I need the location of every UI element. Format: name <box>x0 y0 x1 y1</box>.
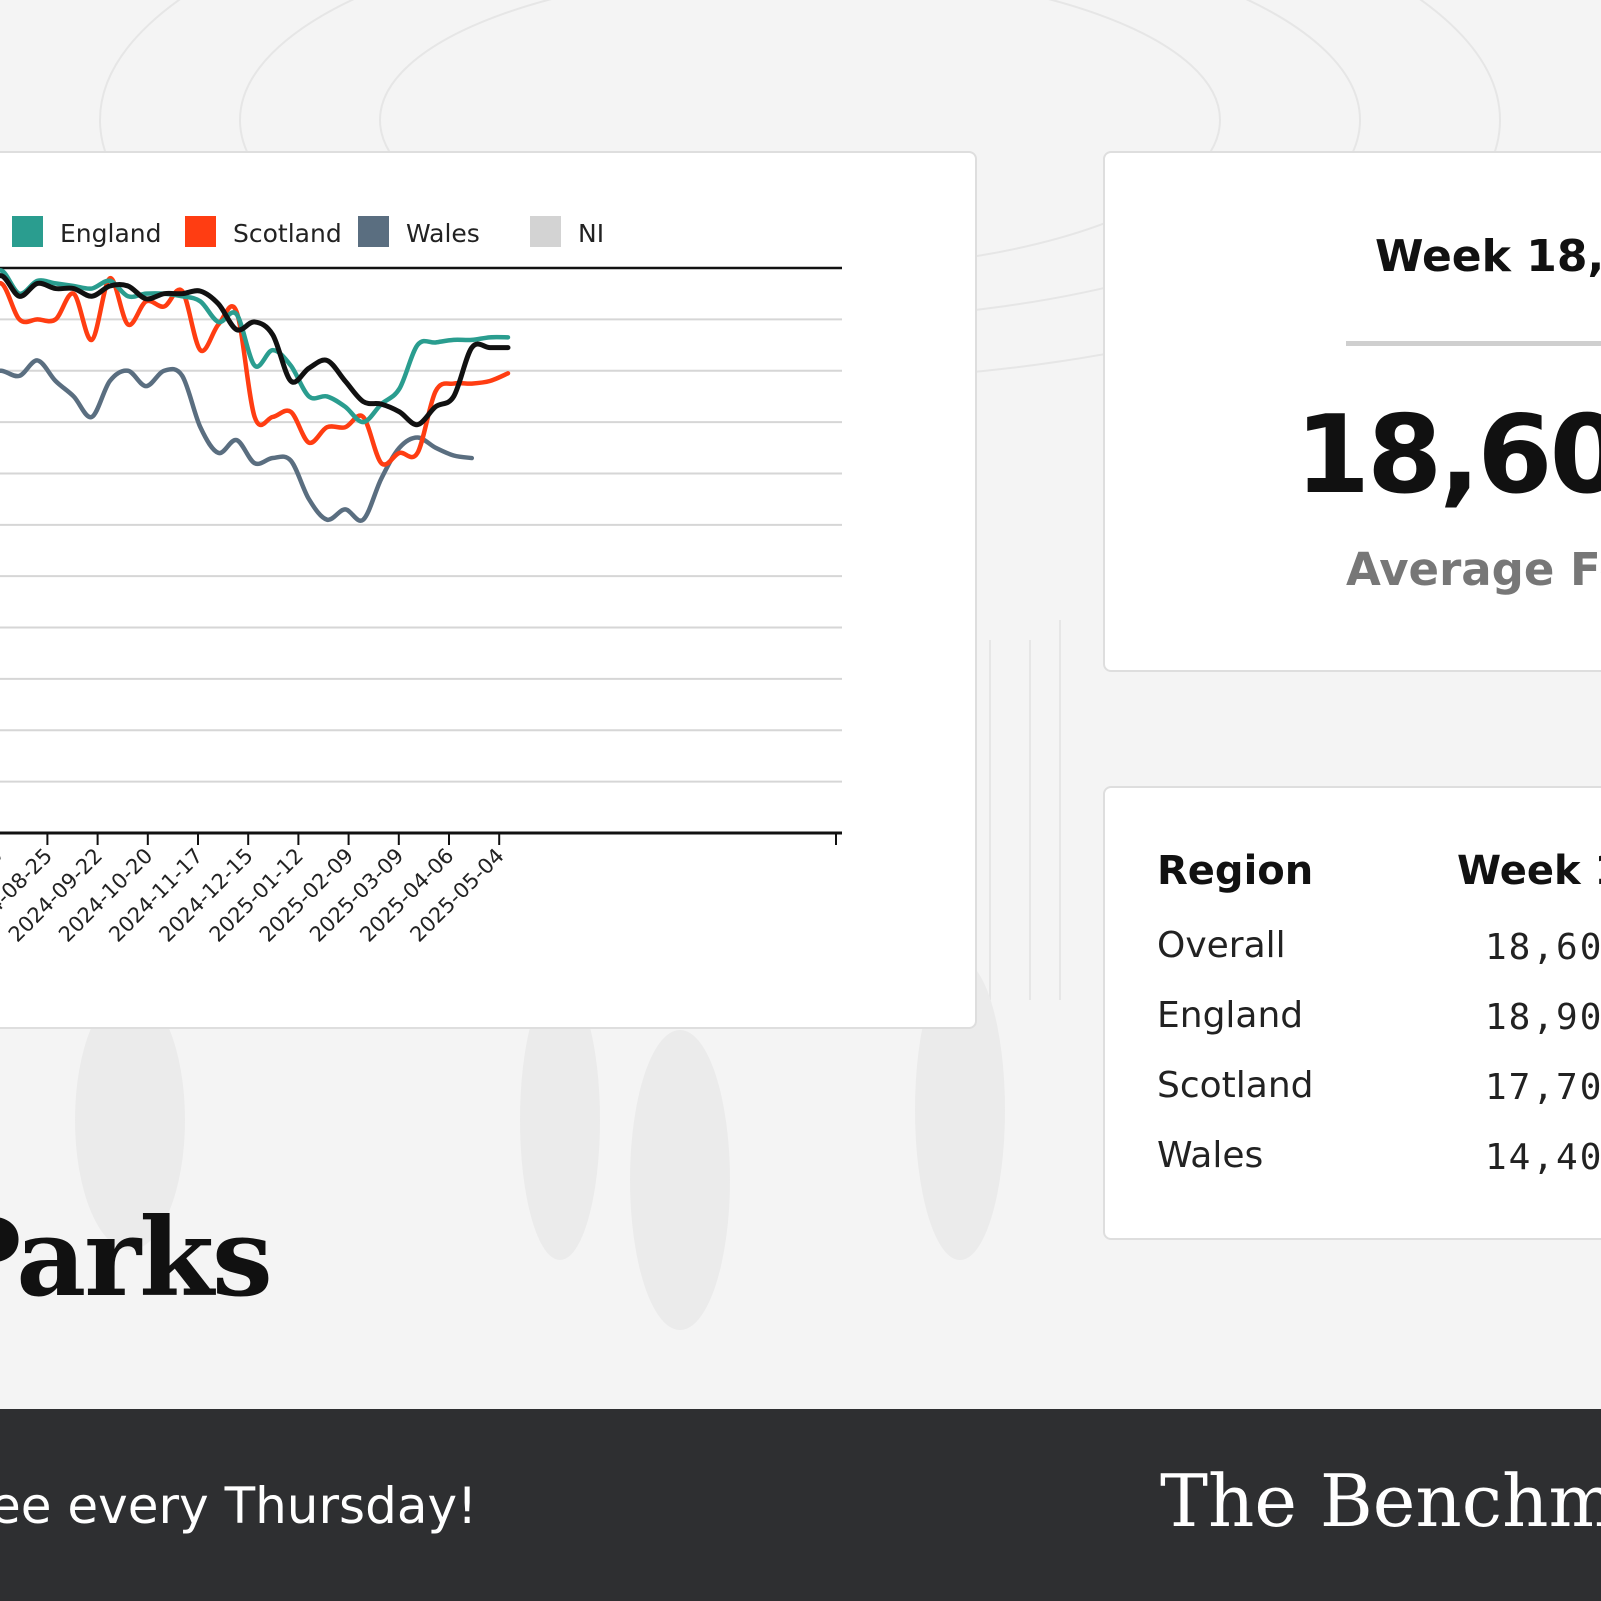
kpi-value: 18,600 <box>1295 393 1601 518</box>
table-header-region: Region <box>1157 848 1314 894</box>
region-table: Region Week 1 Overall 18,60 England 18,9… <box>1103 786 1601 1240</box>
line-chart: 2024-07-282024-08-252024-09-222024-10-20… <box>0 216 842 947</box>
series-line-overall <box>0 273 511 428</box>
background-illustration <box>99 0 1501 1000</box>
legend-label: Wales <box>406 219 480 248</box>
table-cell-region: Overall <box>1157 925 1286 966</box>
table-cell-region: England <box>1157 995 1304 1036</box>
legend-label: England <box>60 219 162 248</box>
table-cell-value: 18,60 <box>1485 927 1601 968</box>
kpi-week-title: Week 18, 2 <box>1375 231 1601 282</box>
legend-label: Scotland <box>233 219 342 248</box>
headline: Parks <box>0 1195 273 1321</box>
table-cell-value: 17,70 <box>1485 1067 1601 1108</box>
legend-label: NI <box>578 219 604 248</box>
table-header-week: Week 1 <box>1457 848 1601 894</box>
legend-swatch <box>12 216 43 247</box>
series-line-wales <box>0 358 475 523</box>
legend-swatch <box>185 216 216 247</box>
legend-swatch <box>358 216 389 247</box>
footer-cta: ee every Thursday! <box>0 1477 478 1535</box>
table-cell-region: Scotland <box>1157 1065 1314 1106</box>
table-cell-value: 14,40 <box>1485 1137 1601 1178</box>
kpi-subtitle: Average Fo <box>1346 543 1601 596</box>
footer-bar: ee every Thursday! The Benchma <box>0 1409 1601 1601</box>
chart-card: 2024-07-28 2024-08-25 2024-09-22 2024-10-20… <box>0 151 977 1029</box>
table-cell-value: 18,90 <box>1485 997 1601 1038</box>
kpi-divider <box>1346 341 1601 346</box>
legend-swatch <box>530 216 561 247</box>
kpi-card: Week 18, 2 18,600 Average Fo <box>1103 151 1601 672</box>
footer-brand: The Benchma <box>1160 1459 1601 1543</box>
series-line-scotland <box>0 276 511 467</box>
table-cell-region: Wales <box>1157 1135 1264 1176</box>
